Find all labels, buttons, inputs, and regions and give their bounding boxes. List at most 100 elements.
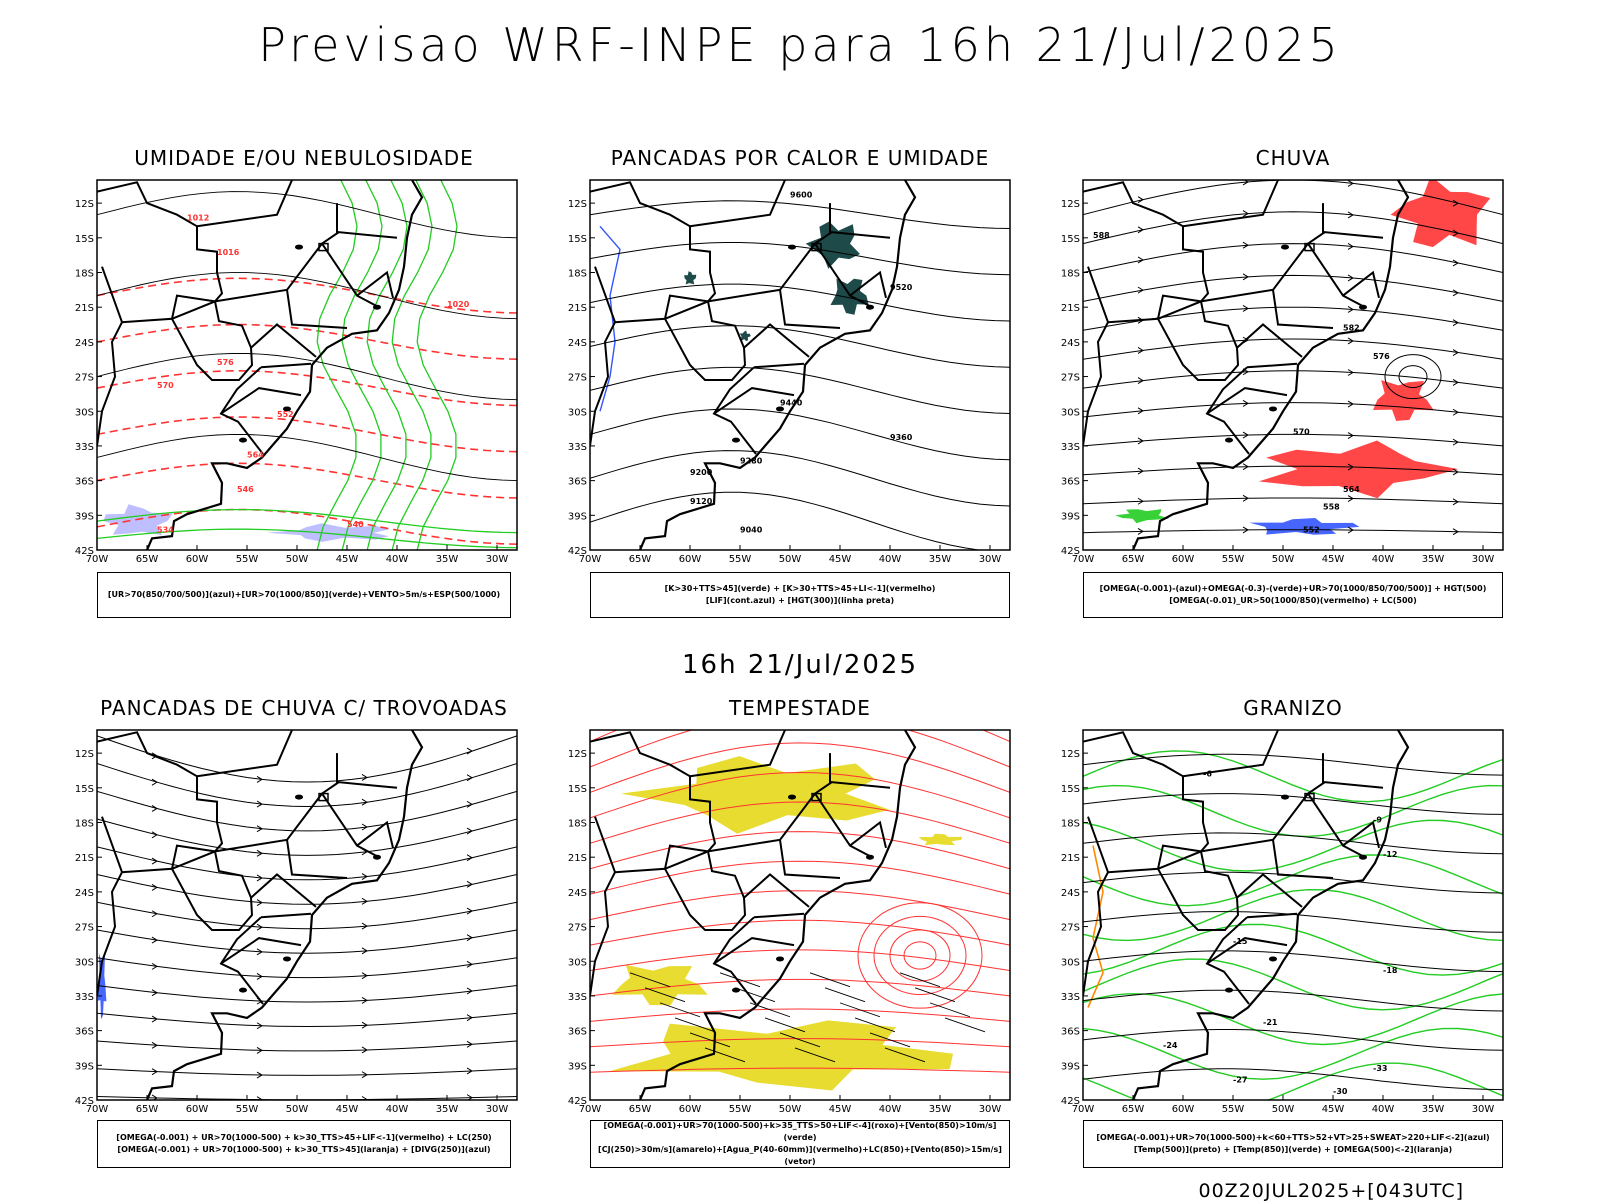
lat-tick-label: 36S: [75, 477, 94, 488]
plot-frame: [589, 729, 1011, 1101]
flow-arrow: [1347, 274, 1354, 282]
flow-arrow: [1137, 286, 1144, 294]
political-border: [1272, 839, 1334, 879]
hgt300-contour: [590, 242, 1010, 276]
lc850-streamline: [590, 1008, 1010, 1022]
political-border: [196, 730, 293, 778]
lon-tick-label: 30W: [979, 1104, 1002, 1115]
political-border: [1200, 231, 1326, 303]
hgt500-streamline: [1083, 338, 1503, 360]
political-border: [1083, 181, 1210, 303]
lake: [788, 794, 796, 800]
lat-tick-label: 15S: [568, 784, 587, 795]
political-border: [753, 362, 805, 369]
flow-arrow: [151, 989, 158, 997]
contour-label: 552: [1303, 526, 1320, 535]
lat-tick-label: 30S: [75, 407, 94, 418]
legend-line: [OMEGA(-0.001)+UR>70(1000-500)+k>35_TTS>…: [603, 1121, 997, 1142]
hgt500-streamline: [1083, 243, 1503, 273]
political-border: [689, 730, 786, 778]
lat-tick-label: 21S: [1061, 853, 1080, 864]
flow-arrow: [151, 910, 158, 918]
flow-arrow: [466, 1040, 473, 1048]
political-border: [1200, 781, 1326, 853]
lat-tick-label: 24S: [1061, 338, 1080, 349]
legend-line: [OMEGA(-0.001)+UR>70(1000-500)+k<60+TTS>…: [1096, 1133, 1490, 1142]
lc850-streamline: [590, 1067, 1010, 1073]
lat-tick-label: 42S: [1061, 1096, 1080, 1107]
lon-tick-label: 50W: [286, 554, 309, 565]
wind-vector: [839, 1002, 881, 1018]
contour-label: 564: [247, 451, 264, 460]
political-border: [1342, 820, 1380, 849]
contour-label: 9040: [740, 526, 763, 535]
jet-area: [609, 1020, 954, 1091]
lat-tick-label: 24S: [568, 888, 587, 899]
flow-arrow: [466, 934, 473, 942]
flow-arrow: [151, 936, 158, 944]
plot-frame: [589, 179, 1011, 551]
political-border: [1083, 731, 1210, 853]
coastline: [145, 180, 424, 550]
lc850-streamline: [590, 771, 1010, 819]
lon-tick-label: 70W: [579, 554, 602, 565]
contour-label: 9200: [690, 468, 713, 477]
lc250-streamline: [97, 763, 517, 808]
political-border: [614, 844, 709, 874]
lc250-streamline: [97, 1012, 517, 1028]
rain-area: [1258, 440, 1459, 499]
lake: [776, 406, 784, 412]
lc850-streamline: [590, 949, 1010, 971]
lon-tick-label: 35W: [1422, 1104, 1445, 1115]
lat-tick-label: 15S: [568, 234, 587, 245]
thickness-contour: [97, 277, 517, 314]
temp500-contour: [1083, 832, 1503, 855]
lake: [1359, 304, 1367, 310]
legend-line: [OMEGA(-0.001) + UR>70(1000-500) + k>30_…: [117, 1145, 491, 1154]
jet-area: [612, 964, 708, 1006]
lat-tick-label: 30S: [1061, 957, 1080, 968]
legend-umidade: [UR>70(850/700/500)](azul)+[UR>70(1000/8…: [97, 572, 511, 618]
flow-arrow: [256, 923, 263, 931]
flow-arrow: [1347, 180, 1354, 187]
lon-tick-label: 30W: [486, 554, 509, 565]
flow-arrow: [1242, 463, 1249, 471]
flow-arrow: [1137, 527, 1144, 535]
contour-label: -6: [1203, 769, 1212, 778]
temp850-contour: [1083, 854, 1503, 907]
political-border: [97, 181, 224, 303]
flow-arrow: [1347, 495, 1354, 502]
map-granizo: -6 -9 -12 -15 -18 -21 -24 -27 -30 -33 70W 65W 60W 55W…: [1061, 729, 1504, 1115]
contour-label: 552: [277, 410, 294, 419]
flow-arrow: [151, 1015, 158, 1023]
lat-tick-label: 27S: [75, 923, 94, 934]
plot-frame: [1082, 179, 1504, 551]
temp850-contour: [1083, 993, 1503, 1046]
hgt300-contour: [590, 491, 984, 550]
lat-tick-label: 33S: [75, 442, 94, 453]
temp500-contour: [1083, 1068, 1503, 1091]
lat-tick-label: 24S: [1061, 888, 1080, 899]
lc250-streamline: [97, 874, 517, 905]
lat-tick-label: 33S: [568, 442, 587, 453]
flow-arrow: [151, 884, 158, 891]
lake: [239, 987, 247, 993]
political-border: [1157, 300, 1240, 381]
coastline: [1131, 180, 1410, 550]
lon-tick-label: 35W: [436, 554, 459, 565]
wind-vector: [854, 1017, 896, 1033]
political-border: [743, 873, 810, 908]
flow-arrow: [256, 776, 263, 783]
flow-arrow: [361, 947, 368, 955]
political-border: [707, 781, 833, 853]
wind-vector: [794, 1047, 836, 1063]
lon-tick-label: 40W: [1372, 1104, 1395, 1115]
flow-arrow: [361, 873, 368, 880]
lc850-streamline: [590, 978, 1010, 997]
lat-tick-label: 33S: [1061, 992, 1080, 1003]
legend-line: [OMEGA(-0.001)-(azul)+OMEGA(-0.3)-(verde…: [1099, 584, 1487, 593]
political-border: [849, 270, 887, 299]
flow-arrow: [1347, 463, 1354, 471]
hgt500-streamline: [1083, 274, 1503, 302]
flow-arrow: [151, 857, 158, 865]
